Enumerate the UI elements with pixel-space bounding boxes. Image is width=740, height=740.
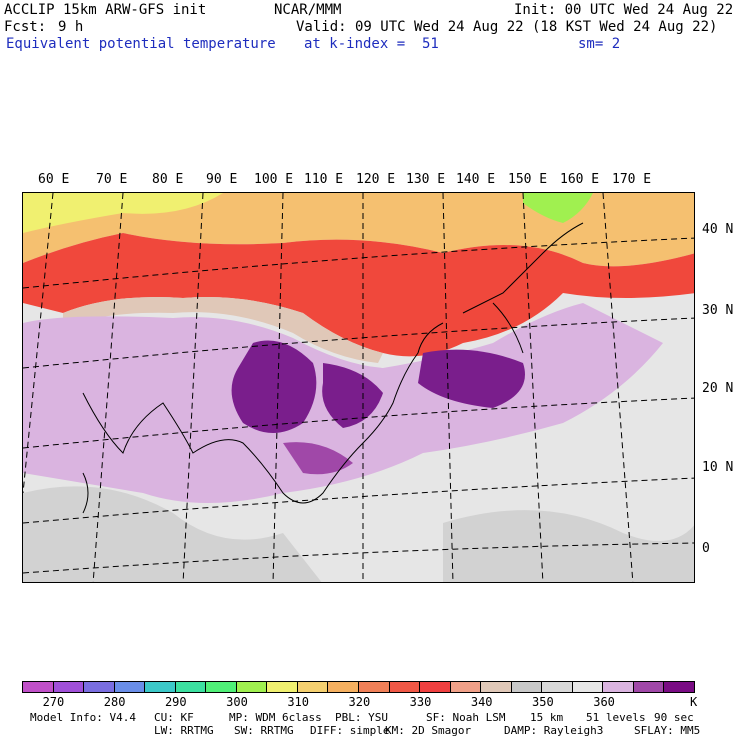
forecast-hour: 9 h: [58, 19, 84, 35]
longitude-label: 90 E: [206, 172, 238, 187]
north-warm-band: [23, 193, 694, 267]
latitude-label: 40 N: [702, 222, 734, 237]
longitude-label: 160 E: [560, 172, 600, 187]
model-info-item: DIFF: simple: [310, 724, 390, 737]
latitude-label: 0: [702, 541, 710, 556]
colorbar-swatch: [572, 682, 604, 692]
colorbar-swatch: [420, 682, 451, 692]
valid-time: Valid: 09 UTC Wed 24 Aug 22 (18 KST Wed …: [296, 19, 718, 35]
colorbar-swatch: [297, 682, 329, 692]
colorbar-swatch: [542, 682, 573, 692]
longitude-label: 140 E: [456, 172, 496, 187]
colorbar-swatch: [53, 682, 85, 692]
colorbar-swatch: [328, 682, 360, 692]
colorbar-swatch: [114, 682, 146, 692]
colorbar-tick-label: 340: [470, 695, 493, 709]
colorbar-tick-label: 360: [593, 695, 615, 709]
model-info-item: DAMP: Rayleigh3: [504, 724, 604, 737]
colorbar-swatch: [359, 682, 390, 692]
colorbar-unit: K: [690, 695, 698, 709]
model-info-item: SW: RRTMG: [234, 724, 294, 737]
colorbar-swatch: [450, 682, 482, 692]
longitude-label: 100 E: [254, 172, 294, 187]
colorbar-swatch: [84, 682, 115, 692]
longitude-label: 110 E: [304, 172, 344, 187]
model-info-item: SF: Noah LSM: [426, 711, 506, 724]
model-info-item: Model Info: V4.4: [30, 711, 136, 724]
colorbar-swatch: [267, 682, 298, 692]
latitude-label: 10 N: [702, 460, 734, 475]
colorbar-tick-label: 300: [226, 695, 248, 709]
dark-purple-core-west: [231, 340, 317, 433]
model-info-item: 51 levels: [586, 711, 646, 724]
map-panel: [22, 192, 695, 583]
colorbar-swatch: [236, 682, 268, 692]
model-info-item: MP: WDM 6class: [229, 711, 322, 724]
longitude-label: 130 E: [406, 172, 446, 187]
init-time: Init: 00 UTC Wed 24 Aug 22: [514, 2, 734, 18]
longitude-label: 170 E: [612, 172, 652, 187]
colorbar-swatch: [23, 682, 54, 692]
colorbar-tick-label: 280: [103, 695, 126, 709]
colorbar-tick-label: 290: [164, 695, 187, 709]
longitude-label: 120 E: [356, 172, 396, 187]
north-green-patch: [523, 193, 593, 223]
model-info-item: KM: 2D Smagor: [385, 724, 472, 737]
colorbar-swatch: [481, 682, 512, 692]
model-info-item: LW: RRTMG: [154, 724, 214, 737]
center-label: NCAR/MMM: [274, 2, 342, 18]
latitude-label: 20 N: [702, 381, 734, 396]
colorbar-tick-label: 330: [409, 695, 432, 709]
colorbar-swatch: [603, 682, 634, 692]
latitude-label: 30 N: [702, 303, 734, 318]
transition-band: [63, 297, 383, 363]
model-info-item: SFLAY: MM5: [634, 724, 701, 737]
colorbar-tick-label: 320: [348, 695, 371, 709]
model-title: ACCLIP 15km ARW-GFS init: [4, 2, 207, 18]
dark-purple-core-china: [322, 363, 383, 428]
dark-purple-core-east: [418, 349, 525, 408]
medium-purple-patch: [283, 442, 353, 475]
model-info-item: 15 km: [530, 711, 564, 724]
colorbar-swatch: [511, 682, 543, 692]
north-yellow-patch: [23, 193, 223, 233]
longitude-label: 80 E: [152, 172, 184, 187]
colorbar: [22, 681, 695, 693]
colorbar-swatch: [664, 682, 695, 692]
model-info-item: CU: KF: [154, 711, 194, 724]
colorbar-tick-label: 310: [287, 695, 309, 709]
level-label: at k-index = 51: [304, 36, 439, 52]
model-info-item: 90 sec: [654, 711, 694, 724]
colorbar-swatch: [145, 682, 176, 692]
longitude-label: 70 E: [96, 172, 128, 187]
longitude-label: 150 E: [508, 172, 548, 187]
colorbar-swatch: [389, 682, 421, 692]
model-info-item: PBL: YSU: [335, 711, 388, 724]
longitude-label: 60 E: [38, 172, 70, 187]
colorbar-swatch: [175, 682, 207, 692]
colorbar-swatch: [633, 682, 665, 692]
colorbar-tick-label: 270: [42, 695, 65, 709]
colorbar-tick-label: 350: [532, 695, 554, 709]
forecast-label: Fcst:: [4, 19, 47, 35]
colorbar-swatch: [206, 682, 237, 692]
smoothing-label: sm= 2: [578, 36, 621, 52]
field-name: Equivalent potential temperature: [6, 36, 276, 52]
map-canvas: [23, 193, 694, 582]
graticule: [23, 193, 694, 582]
coastlines: [82, 222, 584, 514]
